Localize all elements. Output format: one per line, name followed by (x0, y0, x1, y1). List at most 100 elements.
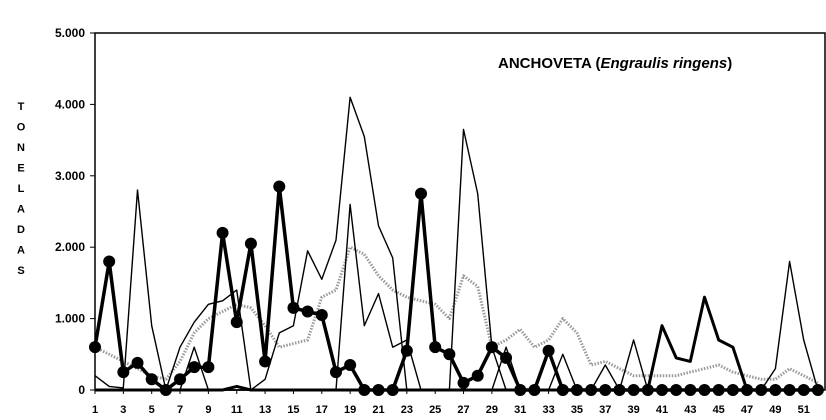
series-point (386, 384, 399, 396)
x-tick-label: 23 (401, 404, 413, 416)
series-point (755, 384, 768, 396)
y-label-letter: T (18, 101, 25, 113)
y-label-letter: L (18, 183, 25, 195)
series-point (329, 366, 342, 379)
x-tick-label: 27 (457, 404, 469, 416)
series-point (89, 341, 101, 354)
series-point (273, 180, 286, 193)
y-label-letter: A (17, 245, 25, 257)
series-point (670, 384, 683, 396)
series-point (613, 384, 626, 396)
x-tick-label: 3 (120, 404, 126, 416)
x-tick-label: 11 (231, 404, 243, 416)
series-point (216, 226, 229, 239)
series-point (655, 384, 668, 396)
series-point (599, 384, 612, 396)
series-point (528, 384, 541, 396)
series-point (259, 355, 272, 368)
series-point (570, 384, 583, 396)
series-point (230, 316, 243, 329)
x-tick-label: 49 (769, 404, 781, 416)
x-tick-label: 15 (287, 404, 299, 416)
y-label-letter: A (17, 204, 25, 216)
x-tick-label: 29 (486, 404, 498, 416)
series-point (514, 384, 527, 396)
series-layer (89, 96, 824, 396)
x-tick-label: 21 (372, 404, 384, 416)
series-point (301, 305, 314, 318)
chart-title: ANCHOVETA (Engraulis ringens) (498, 55, 732, 72)
series-point (641, 384, 654, 396)
x-tick-label: 43 (684, 404, 696, 416)
series-point (485, 341, 498, 354)
x-axis: 1 3 5 7 9 11 13 15 17 19 21 23 25 27 29 31 33 35 37 39 41 43 4… (92, 390, 810, 416)
series-point (741, 384, 754, 396)
series-point (556, 384, 569, 396)
series-point (174, 373, 187, 386)
series-point (372, 384, 385, 396)
y-tick-label: 0 (78, 383, 85, 397)
y-label-letter: D (17, 224, 25, 236)
series-point (811, 384, 824, 396)
y-label-letter: E (17, 163, 24, 175)
series-point (358, 384, 371, 396)
series-point (400, 344, 413, 357)
y-tick-label: 2.000 (55, 240, 85, 254)
series-point (500, 351, 513, 364)
series-point (797, 384, 810, 396)
x-tick-label: 45 (713, 404, 725, 416)
series-point (769, 384, 782, 396)
x-tick-label: 47 (741, 404, 753, 416)
y-label-letter: N (17, 142, 25, 154)
x-tick-label: 41 (656, 404, 668, 416)
x-tick-label: 9 (205, 404, 211, 416)
y-tick-label: 1.000 (55, 312, 85, 326)
series-point (202, 361, 215, 374)
series-line (95, 295, 818, 392)
x-tick-label: 19 (344, 404, 356, 416)
series-point (145, 373, 158, 386)
y-axis: 0 1.000 2.000 3.000 4.000 5.000 (55, 26, 95, 397)
series-point (244, 237, 257, 250)
series-point (783, 384, 796, 396)
x-tick-label: 5 (149, 404, 155, 416)
series-point (585, 384, 598, 396)
y-tick-label: 4.000 (55, 97, 85, 111)
y-label-letter: O (17, 122, 26, 134)
series-point (684, 384, 697, 396)
series-point (471, 369, 484, 382)
series-point (315, 309, 328, 322)
series-point (287, 301, 300, 314)
x-tick-label: 39 (628, 404, 640, 416)
series-point (457, 376, 470, 389)
series-line (93, 184, 818, 392)
x-tick-label: 33 (542, 404, 554, 416)
plot-frame (94, 32, 826, 391)
x-tick-label: 35 (571, 404, 583, 416)
x-tick-label: 37 (599, 404, 611, 416)
series-point (712, 384, 725, 396)
series-point (188, 361, 201, 374)
series-point (542, 344, 555, 357)
series-point (103, 255, 116, 268)
series-point (429, 341, 442, 354)
series-point (726, 384, 739, 396)
x-tick-label: 17 (316, 404, 328, 416)
series-point (698, 384, 711, 396)
series-point (159, 384, 172, 396)
x-tick-label: 7 (177, 404, 183, 416)
y-label-letter: S (17, 265, 24, 277)
x-tick-label: 1 (92, 404, 98, 416)
y-tick-label: 3.000 (55, 169, 85, 183)
series-point (131, 356, 144, 369)
series-point (415, 187, 428, 200)
x-tick-label: 31 (514, 404, 526, 416)
series-point (627, 384, 640, 396)
x-tick-label: 25 (429, 404, 441, 416)
y-tick-label: 5.000 (55, 26, 85, 40)
x-tick-label: 51 (798, 404, 810, 416)
series-point (344, 359, 357, 372)
series-point (117, 366, 130, 379)
